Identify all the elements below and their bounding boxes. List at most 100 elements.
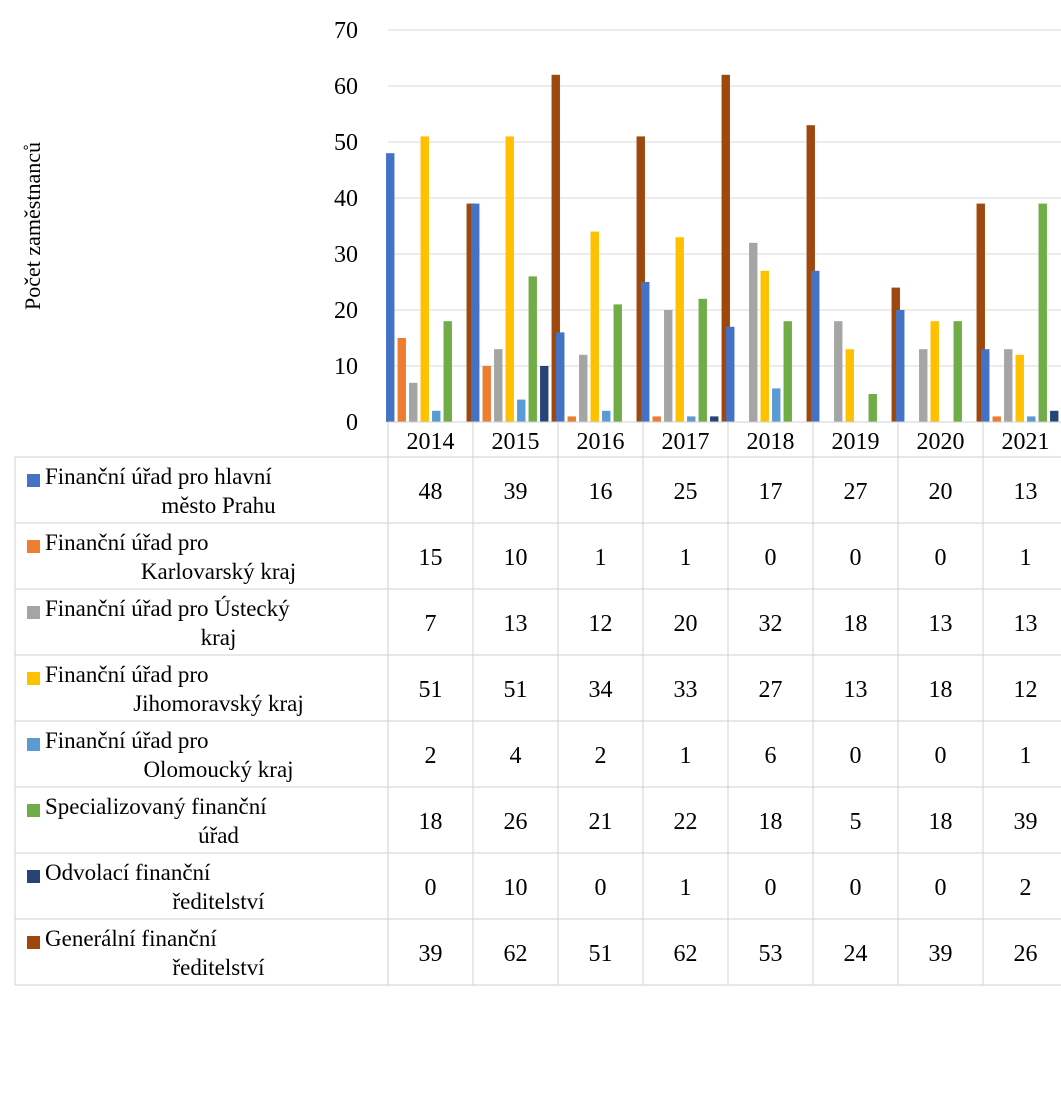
bar: [556, 332, 565, 422]
bar: [698, 298, 707, 422]
bar: [540, 366, 549, 422]
bar: [772, 388, 781, 422]
bar: [432, 410, 441, 422]
bar: [749, 242, 758, 422]
category-label: 2017: [662, 429, 710, 455]
bar: [710, 416, 719, 422]
bar: [517, 399, 526, 422]
bar: [386, 153, 395, 422]
table-cell-value: 53: [759, 941, 783, 967]
y-tick-label: 60: [334, 74, 358, 100]
table-cell-value: 7: [425, 611, 437, 637]
table-cell-value: 4: [510, 743, 522, 769]
y-tick-label: 70: [334, 18, 358, 44]
series-name: Odvolací finanční ředitelství: [45, 860, 265, 914]
bar: [806, 125, 815, 422]
legend-key: [27, 936, 40, 949]
bar: [652, 416, 661, 422]
table-cell-value: 39: [1014, 809, 1038, 835]
table-cell-value: 0: [765, 545, 777, 571]
bar: [930, 321, 939, 422]
table-cell-value: 18: [929, 677, 953, 703]
y-tick-label: 40: [334, 186, 358, 212]
table-cell-value: 27: [759, 677, 783, 703]
bar: [726, 326, 735, 422]
table-cell-value: 10: [504, 545, 528, 571]
legend-key: [27, 672, 40, 685]
table-cell-value: 1: [680, 743, 692, 769]
series-name: Finanční úřad pro Jihomoravský kraj: [45, 662, 304, 716]
table-cell-value: 39: [504, 479, 528, 505]
bar: [420, 136, 429, 422]
bar: [528, 276, 537, 422]
table-cell-value: 22: [674, 809, 698, 835]
table-cell-value: 0: [850, 545, 862, 571]
table-cell-value: 51: [504, 677, 528, 703]
bar: [409, 382, 418, 422]
bar: [919, 349, 928, 422]
data-table: 2014 2015 2016 2017 2018 2019 2020 2021Finanční…: [14, 421, 1061, 986]
table-cell-value: 0: [595, 875, 607, 901]
table-cell-value: 13: [1014, 611, 1038, 637]
table-cell-value: 62: [504, 941, 528, 967]
table-cell-value: 32: [759, 611, 783, 637]
table-cell-value: 13: [844, 677, 868, 703]
bar: [567, 416, 576, 422]
table-cell-value: 0: [935, 743, 947, 769]
category-label: 2019: [832, 429, 880, 455]
y-tick-label: 50: [334, 130, 358, 156]
legend-key: [27, 738, 40, 751]
table-cell-value: 1: [680, 875, 692, 901]
table-cell-value: 0: [850, 743, 862, 769]
bar: [664, 310, 673, 422]
bar: [687, 416, 696, 422]
table-cell-value: 1: [1020, 545, 1032, 571]
category-label: 2014: [407, 429, 455, 455]
bar: [482, 366, 491, 422]
bar: [641, 282, 650, 422]
table-cell-value: 16: [589, 479, 613, 505]
bar: [760, 270, 769, 422]
table-cell-value: 12: [589, 611, 613, 637]
series-name: Finanční úřad pro Karlovarský kraj: [45, 530, 296, 584]
table-cell-value: 2: [1020, 875, 1032, 901]
bar: [868, 394, 877, 422]
bar: [811, 270, 820, 422]
bar: [1004, 349, 1013, 422]
bar: [675, 237, 684, 422]
table-cell-value: 18: [929, 809, 953, 835]
table-cell-value: 15: [419, 545, 443, 571]
table-cell-value: 48: [419, 479, 443, 505]
table-cell-value: 51: [589, 941, 613, 967]
table-cell-value: 10: [504, 875, 528, 901]
table-cell-value: 1: [680, 545, 692, 571]
y-tick-label: 10: [334, 354, 358, 380]
y-tick-label: 0: [346, 410, 358, 436]
bar: [397, 338, 406, 422]
category-label: 2021: [1002, 429, 1050, 455]
table-cell-value: 12: [1014, 677, 1038, 703]
table-cell-value: 0: [765, 875, 777, 901]
y-tick-label: 20: [334, 298, 358, 324]
category-label: 2018: [747, 429, 795, 455]
bar: [636, 136, 645, 422]
bar: [471, 203, 480, 422]
bar: [896, 310, 905, 422]
bar: [1015, 354, 1024, 422]
bar: [981, 349, 990, 422]
table-cell-value: 13: [504, 611, 528, 637]
bar: [494, 349, 503, 422]
bar: [466, 203, 475, 422]
y-axis-ticks: 0 10 20 30 40 50 60 70: [334, 18, 358, 436]
table-cell-value: 13: [929, 611, 953, 637]
table-cell-value: 24: [844, 941, 868, 967]
table-cell-value: 33: [674, 677, 698, 703]
category-label: 2020: [917, 429, 965, 455]
table-cell-value: 13: [1014, 479, 1038, 505]
table-cell-value: 25: [674, 479, 698, 505]
legend-key: [27, 474, 40, 487]
table-cell-value: 51: [419, 677, 443, 703]
table-cell-value: 17: [759, 479, 783, 505]
bar: [845, 349, 854, 422]
table-cell-value: 0: [850, 875, 862, 901]
